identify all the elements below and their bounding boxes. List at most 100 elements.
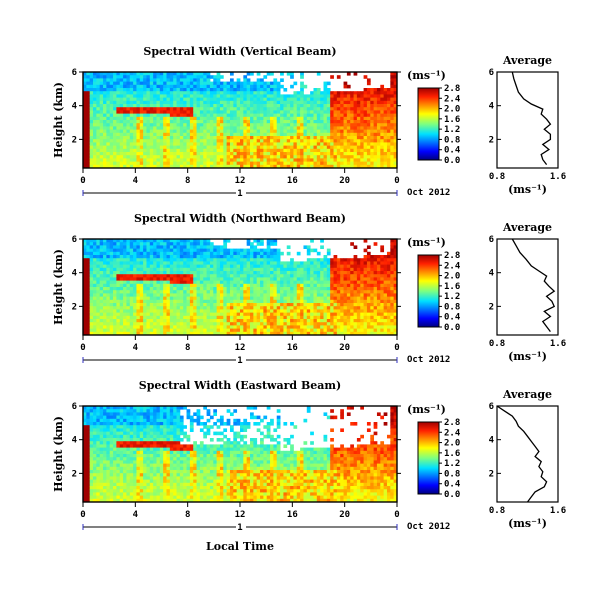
heatmap-cell (256, 94, 261, 98)
heatmap-cell (236, 296, 241, 301)
heatmap-cell (186, 280, 191, 285)
heatmap-cell (163, 299, 167, 304)
heatmap-cell (340, 325, 344, 329)
heatmap-cell (266, 290, 271, 294)
heatmap-cell (193, 158, 197, 162)
heatmap-cell (303, 139, 308, 143)
heatmap-cell (353, 116, 358, 121)
heatmap-cell (199, 242, 204, 246)
heatmap-cell (219, 145, 224, 150)
heatmap-cell (306, 331, 311, 336)
heatmap-cell (216, 248, 221, 253)
heatmap-cell (223, 158, 228, 162)
heatmap-cell (229, 296, 234, 301)
heatmap-cell (316, 287, 321, 291)
heatmap-cell (266, 306, 271, 310)
heatmap-cell (283, 161, 288, 166)
heatmap-cell (330, 325, 334, 329)
heatmap-cell (86, 287, 91, 291)
heatmap-cell (196, 248, 201, 253)
heatmap-cell (153, 161, 157, 166)
heatmap-cell (149, 110, 154, 114)
colorbar-tick-label: 1.2 (444, 125, 460, 135)
heatmap-cell (333, 116, 338, 121)
heatmap-cell (300, 261, 304, 265)
colorbar-tick-label: 2.4 (444, 94, 461, 104)
heatmap-cell (86, 280, 91, 285)
heatmap-cell (320, 312, 324, 317)
heatmap-cell (326, 120, 331, 124)
heatmap-cell (126, 264, 131, 269)
heatmap-cell (166, 110, 171, 114)
heatmap-cell (143, 104, 147, 108)
heatmap-cell (106, 271, 111, 275)
heatmap-cell (290, 264, 294, 269)
heatmap-cell (250, 113, 254, 118)
heatmap-cell (303, 132, 308, 137)
heatmap-cell (340, 139, 344, 143)
heatmap-cell (343, 155, 348, 159)
heatmap-cell (326, 155, 331, 159)
heatmap-cell (263, 328, 268, 333)
heatmap-cell (126, 331, 131, 336)
heatmap-cell (383, 145, 388, 150)
heatmap-cell (293, 91, 298, 95)
heatmap-cell (123, 315, 127, 320)
heatmap-cell (126, 251, 131, 256)
heatmap-cell (206, 97, 211, 102)
heatmap-cell (223, 274, 228, 278)
heatmap-cell (206, 136, 211, 140)
heatmap-cell (143, 287, 147, 291)
heatmap-cell (376, 110, 381, 114)
heatmap-cell (260, 81, 264, 86)
heatmap-cell (306, 148, 311, 153)
heatmap-cell (370, 148, 375, 153)
heatmap-cell (233, 88, 238, 92)
heatmap-cell (356, 139, 361, 143)
heatmap-cell (143, 158, 147, 162)
heatmap-cell (260, 242, 264, 246)
heatmap-cell (139, 126, 144, 130)
heatmap-cell (159, 139, 164, 143)
heatmap-cell (273, 161, 278, 166)
heatmap-cell (193, 287, 197, 291)
heatmap-cell (266, 328, 271, 333)
heatmap-cell (290, 261, 294, 265)
heatmap-cell (163, 306, 167, 310)
heatmap-cell (136, 123, 141, 127)
heatmap-cell (330, 75, 334, 79)
heatmap-cell (169, 251, 174, 256)
heatmap-cell (153, 251, 157, 256)
heatmap-cell (333, 120, 338, 124)
heatmap-cell (163, 267, 167, 272)
heatmap-cell (116, 72, 121, 76)
heatmap-cell (173, 309, 177, 313)
heatmap-cell (373, 136, 378, 140)
heatmap-cell (106, 100, 111, 105)
heatmap-cell (166, 107, 171, 111)
heatmap-cell (229, 255, 234, 259)
heatmap-cell (149, 84, 154, 89)
heatmap-cell (193, 113, 197, 118)
heatmap-cell (193, 100, 197, 105)
heatmap-cell (320, 110, 324, 114)
heatmap-cell (366, 139, 371, 143)
heatmap-cell (149, 293, 154, 297)
heatmap-cell (149, 312, 154, 317)
heatmap-cell (313, 274, 318, 278)
heatmap-cell (303, 155, 308, 159)
heatmap-cell (233, 120, 238, 124)
heatmap-cell (276, 88, 281, 92)
heatmap-cell (189, 322, 194, 326)
heatmap-cell (149, 129, 154, 134)
heatmap-cell (353, 132, 358, 137)
heatmap-cell (136, 158, 141, 162)
heatmap-cell (250, 315, 254, 320)
heatmap-cell (346, 164, 351, 169)
heatmap-cell (236, 84, 241, 89)
heatmap-cell (83, 126, 87, 130)
heatmap-cell (253, 136, 258, 140)
heatmap-cell (83, 145, 87, 150)
heatmap-cell (186, 139, 191, 143)
heatmap-cell (133, 158, 137, 162)
